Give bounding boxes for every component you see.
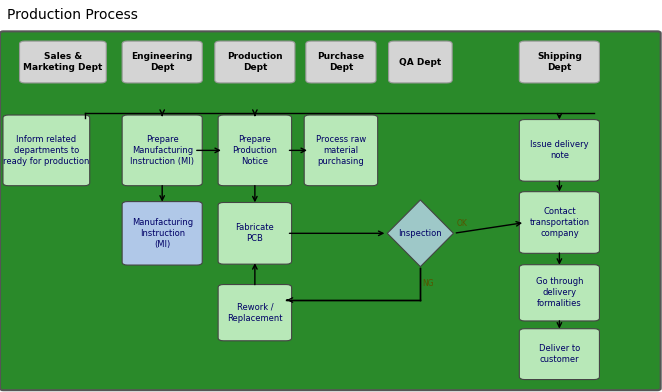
FancyBboxPatch shape: [519, 329, 600, 379]
FancyBboxPatch shape: [389, 41, 452, 83]
Text: Manufacturing
Instruction
(MI): Manufacturing Instruction (MI): [132, 218, 193, 249]
FancyBboxPatch shape: [122, 41, 203, 83]
FancyBboxPatch shape: [218, 203, 291, 264]
FancyBboxPatch shape: [519, 192, 600, 253]
FancyBboxPatch shape: [122, 115, 203, 186]
FancyBboxPatch shape: [519, 41, 600, 83]
Polygon shape: [387, 200, 453, 267]
FancyBboxPatch shape: [0, 31, 661, 390]
FancyBboxPatch shape: [122, 201, 203, 265]
Text: Inform related
departments to
ready for production: Inform related departments to ready for …: [3, 135, 89, 166]
FancyBboxPatch shape: [218, 285, 291, 341]
Text: Prepare
Production
Notice: Prepare Production Notice: [232, 135, 277, 166]
FancyBboxPatch shape: [218, 115, 291, 186]
Text: Sales &
Marketing Dept: Sales & Marketing Dept: [23, 52, 103, 72]
FancyBboxPatch shape: [3, 115, 90, 186]
Text: Production Process: Production Process: [7, 8, 138, 22]
Text: Process raw
material
purchasing: Process raw material purchasing: [316, 135, 366, 166]
FancyBboxPatch shape: [519, 265, 600, 321]
Text: Deliver to
customer: Deliver to customer: [539, 344, 580, 364]
Text: Purchase
Dept: Purchase Dept: [317, 52, 365, 72]
Text: NG: NG: [422, 279, 434, 288]
FancyBboxPatch shape: [214, 41, 295, 83]
Text: Inspection: Inspection: [399, 229, 442, 238]
Text: Fabricate
PCB: Fabricate PCB: [236, 223, 274, 243]
FancyBboxPatch shape: [305, 115, 377, 186]
Text: Production
Dept: Production Dept: [227, 52, 283, 72]
FancyBboxPatch shape: [519, 120, 600, 181]
Text: OK: OK: [457, 219, 467, 228]
FancyBboxPatch shape: [20, 41, 106, 83]
FancyBboxPatch shape: [306, 41, 376, 83]
Text: Issue delivery
note: Issue delivery note: [530, 140, 589, 160]
Text: Rework /
Replacement: Rework / Replacement: [227, 303, 283, 323]
Text: Shipping
Dept: Shipping Dept: [537, 52, 582, 72]
Text: Engineering
Dept: Engineering Dept: [132, 52, 193, 72]
Text: Go through
delivery
formalities: Go through delivery formalities: [536, 277, 583, 309]
Text: Contact
transportation
company: Contact transportation company: [530, 207, 589, 238]
Text: Prepare
Manufacturing
Instruction (MI): Prepare Manufacturing Instruction (MI): [130, 135, 194, 166]
Text: QA Dept: QA Dept: [399, 58, 442, 67]
